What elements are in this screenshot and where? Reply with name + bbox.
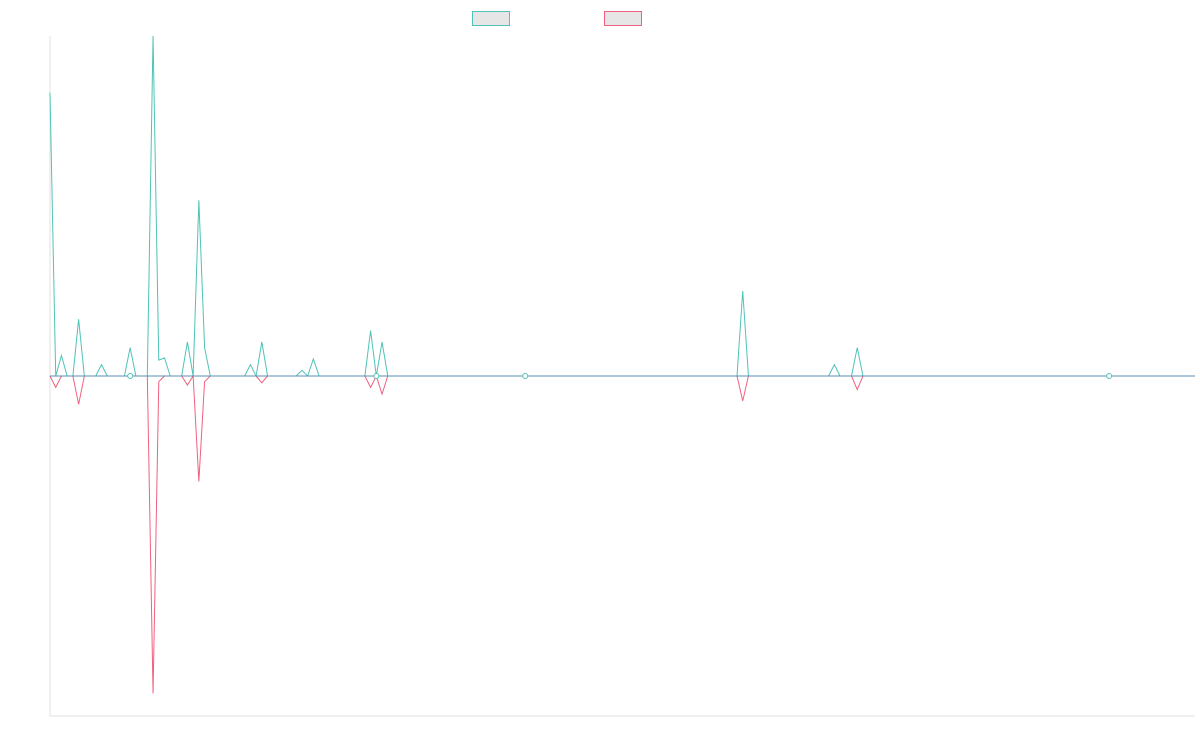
legend-item-series-2[interactable] (604, 9, 648, 27)
data-point-marker-2[interactable] (373, 373, 380, 379)
series-layer (49, 35, 1195, 694)
legend-swatch-series-1 (472, 10, 510, 26)
legend-swatch-series-2 (604, 10, 642, 26)
data-point-marker-3[interactable] (522, 373, 529, 379)
legend-item-series-1[interactable] (472, 9, 516, 27)
series-line-2[interactable] (49, 374, 1195, 694)
data-point-marker-4[interactable] (1106, 373, 1113, 379)
chart-legend (0, 9, 1200, 27)
series-line-1[interactable] (49, 35, 1195, 378)
marker-layer (127, 373, 1113, 379)
data-point-marker-1[interactable] (127, 373, 134, 379)
